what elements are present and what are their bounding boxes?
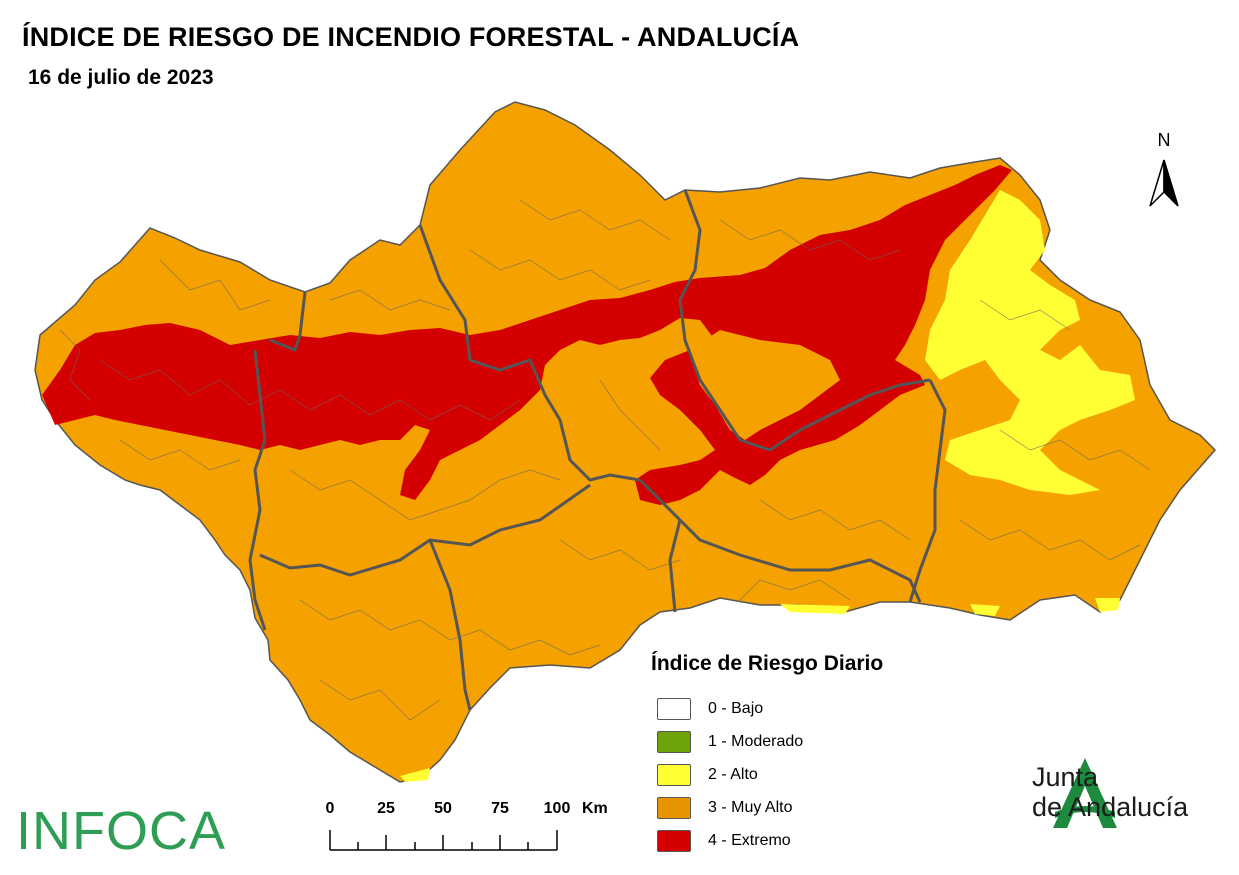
legend-item-alto: 2 - Alto [657,758,883,791]
legend-item-moderado: 1 - Moderado [657,725,883,758]
north-arrow: N [1145,130,1183,210]
scale-unit: Km [582,800,608,817]
north-label: N [1157,130,1171,150]
scale-bar: 0 25 50 75 100 Km [320,800,620,860]
scale-bar-line [329,830,558,851]
legend-swatch [657,730,691,753]
junta-line1: Junta [1032,762,1099,792]
legend-item-bajo: 0 - Bajo [657,692,883,725]
province-boundaries [248,189,947,711]
map-date: 16 de julio de 2023 [28,66,214,89]
scale-tick-label: 0 [325,800,335,817]
legend-swatch [657,829,691,852]
legend-label: 2 - Alto [708,765,758,783]
scale-tick-label: 25 [377,800,395,817]
junta-andalucia-text: Junta de Andalucía [1032,762,1188,822]
infoca-logo: INFOCA [16,801,227,861]
legend-swatch [657,697,691,720]
scale-tick-label: 100 [543,800,571,817]
map-title: ÍNDICE DE RIESGO DE INCENDIO FORESTAL - … [22,22,800,52]
legend: Índice de Riesgo Diario 0 - Bajo 1 - Mod… [651,652,883,857]
legend-label: 3 - Muy Alto [708,798,793,816]
legend-title: Índice de Riesgo Diario [651,652,884,675]
legend-label: 1 - Moderado [708,732,804,750]
region-muy-alto-center [690,330,840,440]
junta-andalucia-logo-icon [1053,758,1117,828]
legend-swatch [657,796,691,819]
legend-label: 0 - Bajo [708,699,764,717]
legend-item-muy-alto: 3 - Muy Alto [657,791,883,824]
scale-tick-label: 50 [434,800,452,817]
municipal-boundaries [59,199,1151,721]
legend-item-extremo: 4 - Extremo [657,824,883,857]
region-alto-east [925,190,1135,495]
legend-label: 4 - Extremo [708,831,791,849]
legend-swatch [657,763,691,786]
north-arrow-icon [1149,159,1179,207]
junta-line2: de Andalucía [1032,792,1189,822]
scale-tick-label: 75 [491,800,509,817]
